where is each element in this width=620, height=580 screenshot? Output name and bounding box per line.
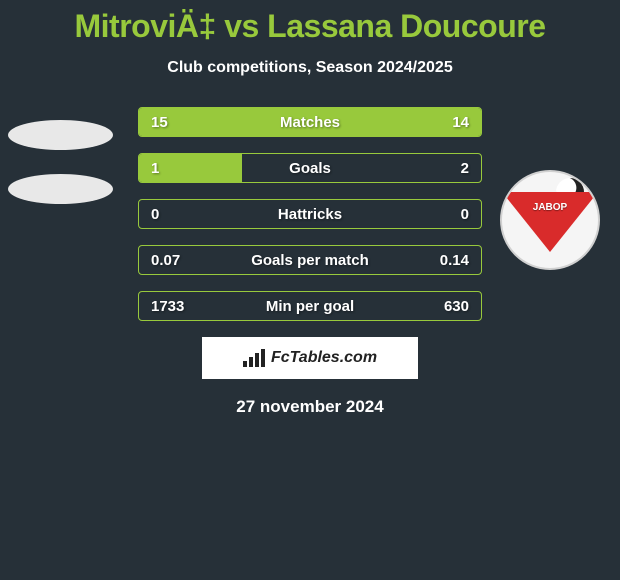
stat-row-matches: 15 Matches 14 [138, 107, 482, 137]
page-title: MitroviÄ‡ vs Lassana Doucoure [0, 0, 620, 45]
player-left-badge [8, 120, 113, 228]
club-logo-text: JABOP [502, 202, 598, 213]
stats-bars: 15 Matches 14 1 Goals 2 0 Hattricks 0 0.… [138, 107, 482, 321]
brand-label: FcTables.com [271, 349, 377, 367]
stat-value-right: 630 [444, 292, 469, 320]
stat-row-mpg: 1733 Min per goal 630 [138, 291, 482, 321]
stat-label: Matches [139, 108, 481, 136]
stat-label: Min per goal [139, 292, 481, 320]
stat-value-right: 14 [452, 108, 469, 136]
stat-value-right: 0 [461, 200, 469, 228]
logo-shape [502, 192, 598, 252]
stat-value-right: 2 [461, 154, 469, 182]
stat-label: Goals [139, 154, 481, 182]
stat-label: Hattricks [139, 200, 481, 228]
stat-row-goals: 1 Goals 2 [138, 153, 482, 183]
club-logo: JABOP [500, 170, 600, 270]
stat-row-gpm: 0.07 Goals per match 0.14 [138, 245, 482, 275]
date-label: 27 november 2024 [0, 397, 620, 417]
player-right-badge: JABOP [500, 170, 600, 270]
placeholder-ellipse [8, 174, 113, 204]
brand-footer[interactable]: FcTables.com [202, 337, 418, 379]
placeholder-ellipse [8, 120, 113, 150]
stat-value-right: 0.14 [440, 246, 469, 274]
stat-label: Goals per match [139, 246, 481, 274]
chart-icon [243, 349, 265, 367]
subtitle: Club competitions, Season 2024/2025 [0, 59, 620, 77]
stat-row-hattricks: 0 Hattricks 0 [138, 199, 482, 229]
